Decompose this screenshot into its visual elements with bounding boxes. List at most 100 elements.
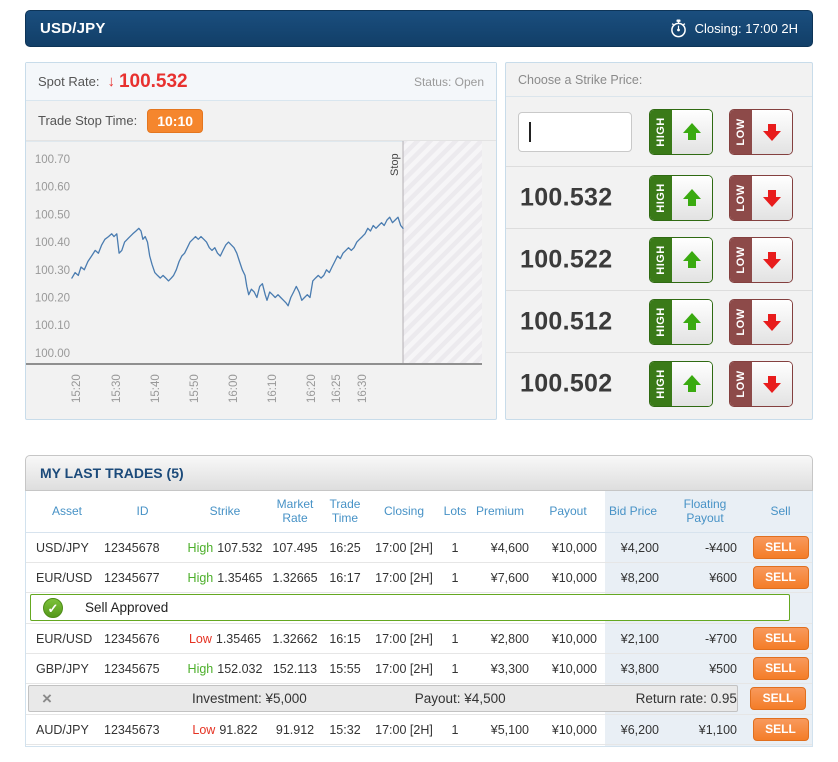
trade-row[interactable]: USD/JPY 12345678 High 107.532 107.495 16:25 17… [26, 533, 812, 563]
direction-label: High [187, 661, 214, 676]
sell-approved-row: ✓ Sell Approved [26, 593, 812, 624]
sell-button[interactable]: SELL [752, 627, 809, 650]
low-label: LOW [735, 370, 747, 398]
cell-strike: Low 91.822 [181, 723, 269, 737]
cell-floating: ¥1,100 [698, 722, 737, 737]
column-header: Trade Time [329, 496, 361, 525]
cell-payout: ¥10,000 [551, 661, 597, 676]
cell-premium: ¥4,600 [490, 540, 529, 555]
trade-stop-time-row: Trade Stop Time: 10:10 [26, 101, 496, 141]
cell-strike: Low 1.35465 [181, 632, 269, 646]
cell-market_rate: 1.32665 [272, 570, 318, 585]
high-button[interactable]: HIGH [649, 298, 713, 345]
closing-time-label: Closing: 17:00 2H [694, 21, 798, 36]
cell-premium: ¥2,800 [490, 631, 529, 646]
strike-price-input[interactable] [518, 112, 632, 152]
column-header: Premium [475, 503, 524, 518]
low-arrow-face [752, 109, 792, 154]
detail-investment: Investment: ¥5,000 [191, 691, 307, 706]
sell-button[interactable]: SELL [752, 566, 809, 589]
cell-bid: ¥2,100 [620, 631, 659, 646]
trades-table: Asset ID Strike Market Rate Trade Time Closin… [25, 491, 813, 747]
x-axis-tick: 16:10 [267, 374, 279, 403]
high-side: HIGH [650, 299, 672, 344]
trade-row[interactable]: GBP/JPY 12345675 High 152.032 152.113 15:55 17… [26, 654, 812, 684]
column-header: Floating Payout [683, 496, 727, 525]
cell-payout: ¥10,000 [551, 540, 597, 555]
low-button[interactable]: LOW [729, 108, 793, 155]
down-arrow-icon [763, 313, 781, 331]
x-axis-tick: 15:20 [71, 374, 83, 403]
low-button[interactable]: LOW [729, 236, 793, 283]
strike-value: 1.35465 [217, 570, 263, 585]
low-button[interactable]: LOW [729, 174, 793, 221]
high-button[interactable]: HIGH [649, 108, 713, 155]
direction-label: High [187, 540, 214, 555]
low-label: LOW [735, 245, 747, 274]
cell-premium: ¥5,100 [490, 722, 529, 737]
cell-strike: High 107.532 [181, 541, 269, 555]
y-axis-tick: 100.00 [35, 348, 70, 360]
my-last-trades-header: MY LAST TRADES (5) [25, 455, 813, 491]
cell-market_rate: 152.113 [272, 661, 318, 676]
down-arrow-icon [763, 251, 781, 269]
sell-button[interactable]: SELL [752, 536, 809, 559]
trade-row[interactable]: AUD/JPY 12345673 Low 91.822 91.912 15:32 17:00… [26, 715, 812, 745]
high-button[interactable]: HIGH [649, 174, 713, 221]
cell-floating: -¥400 [705, 540, 737, 555]
cell-floating: ¥600 [709, 570, 737, 585]
sell-button[interactable]: SELL [752, 718, 809, 741]
cell-payout: ¥10,000 [551, 570, 597, 585]
cell-trade_time: 16:25 [329, 540, 361, 555]
cell-closing: 17:00 [2H] [375, 540, 433, 555]
trades-table-header-row: Asset ID Strike Market Rate Trade Time Closin… [26, 491, 812, 533]
detail-return-rate: Return rate: 0.95 [635, 691, 737, 706]
low-button[interactable]: LOW [729, 361, 793, 407]
cell-sell: SELL [747, 627, 814, 650]
high-label: HIGH [655, 244, 667, 275]
sell-button[interactable]: SELL [750, 687, 806, 710]
cell-bid: ¥8,200 [620, 570, 659, 585]
text-caret [529, 122, 531, 142]
cell-lots: 1 [451, 540, 459, 555]
x-axis-tick: 16:20 [306, 374, 318, 403]
y-axis-tick: 100.40 [35, 237, 70, 249]
cell-sell: SELL [747, 536, 814, 559]
spot-rate-value: 100.532 [118, 70, 188, 92]
cell-bid: ¥6,200 [620, 722, 659, 737]
x-axis-tick: 16:00 [228, 374, 240, 403]
high-side: HIGH [650, 237, 672, 282]
market-panel: Spot Rate: ↓ 100.532 Status: Open Trade … [25, 62, 497, 420]
cell-lots: 1 [451, 570, 459, 585]
cell-market_rate: 91.912 [275, 722, 315, 737]
trade-row[interactable]: EUR/USD 12345677 High 1.35465 1.32665 16:17 17… [26, 563, 812, 593]
cell-closing: 17:00 [2H] [375, 570, 433, 585]
strike-row: 100.522 HIGH LOW [506, 229, 812, 291]
sell-approved-banner: ✓ Sell Approved [30, 594, 790, 621]
cell-asset: EUR/USD [36, 570, 93, 585]
low-button[interactable]: LOW [729, 298, 793, 345]
high-side: HIGH [650, 175, 672, 220]
column-header: Sell [770, 503, 791, 518]
y-axis-tick: 100.50 [35, 209, 70, 221]
strike-price-value: 100.522 [520, 245, 613, 273]
cell-trade_time: 15:55 [329, 661, 361, 676]
close-icon[interactable]: × [42, 689, 52, 708]
sell-button[interactable]: SELL [752, 657, 809, 680]
cell-asset: GBP/JPY [36, 661, 89, 676]
strike-price-value: 100.532 [520, 183, 613, 211]
y-axis-tick: 100.10 [35, 320, 70, 332]
y-axis-tick: 100.20 [35, 293, 70, 305]
x-axis-tick: 15:30 [111, 374, 123, 403]
low-side: LOW [730, 109, 752, 154]
high-label: HIGH [655, 182, 667, 213]
trade-row[interactable]: EUR/USD 12345676 Low 1.35465 1.32662 16:15 17:… [26, 624, 812, 654]
high-button[interactable]: HIGH [649, 361, 713, 407]
cell-strike: High 152.032 [181, 662, 269, 676]
low-arrow-face [752, 362, 792, 406]
detail-payout: Payout: ¥4,500 [414, 691, 506, 706]
high-arrow-face [672, 362, 712, 406]
strike-value: 107.532 [217, 540, 263, 555]
high-button[interactable]: HIGH [649, 236, 713, 283]
